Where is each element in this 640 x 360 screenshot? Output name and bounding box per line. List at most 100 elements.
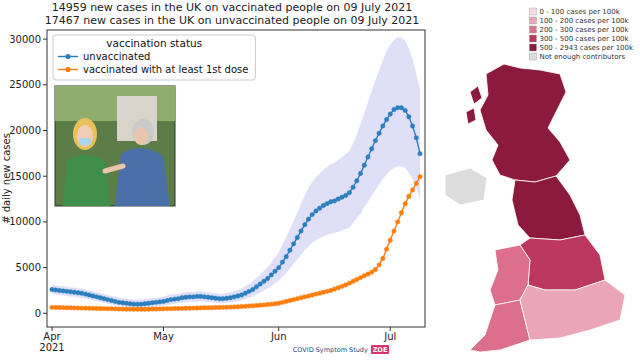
x-tick-label-line: 2021 [39, 342, 64, 353]
series-marker [384, 247, 388, 251]
series-marker [343, 193, 347, 197]
series-marker [358, 171, 362, 175]
title: 14959 new cases in the UK on vaccinated … [52, 1, 413, 14]
series-marker [377, 263, 381, 267]
map-legend-label: 300 - 500 cases per 100k [539, 35, 629, 43]
x-tick-label-line: Apr [43, 331, 61, 342]
series-marker [347, 190, 351, 194]
series-marker [410, 124, 414, 128]
series-marker [418, 174, 422, 178]
series-marker [251, 287, 255, 291]
series-marker [410, 188, 414, 192]
plot-frame [47, 30, 425, 327]
series-marker [403, 108, 407, 112]
series-marker [384, 117, 388, 121]
series-marker [355, 179, 359, 183]
x-tick-label: Jun [270, 331, 287, 342]
series-marker [284, 254, 288, 258]
y-tick [43, 39, 47, 40]
map-south-east [520, 280, 625, 340]
series-marker [388, 238, 392, 242]
series-marker [407, 115, 411, 119]
map-island [470, 86, 482, 104]
series-marker [414, 136, 418, 140]
x-tick-label-line: Jul [383, 331, 396, 342]
y-tick [43, 130, 47, 131]
y-tick [43, 221, 47, 222]
series-marker [310, 212, 314, 216]
series-marker [392, 229, 396, 233]
y-tick-label: 10000 [9, 216, 41, 227]
map-midlands [520, 235, 605, 290]
map-scotland [480, 64, 570, 182]
legend: vaccination status unvaccinated vaccinated… [53, 35, 255, 80]
x-tick-label: Apr2021 [39, 331, 64, 353]
map-legend-swatch [529, 44, 536, 51]
map-legend-swatch [529, 26, 536, 33]
map-south-west [470, 300, 530, 352]
photo-arm [105, 166, 123, 171]
legend-title: vaccination status [106, 37, 202, 49]
legend-marker [65, 67, 70, 72]
series-marker [377, 131, 381, 135]
series-marker [269, 273, 273, 277]
y-tick-label: 25000 [9, 79, 41, 90]
photo-bg [55, 86, 175, 206]
legend-marker [65, 54, 70, 59]
series-marker [373, 138, 377, 142]
series-marker [299, 229, 303, 233]
x-tick-label-line: Jun [270, 331, 287, 342]
photo-hair [73, 118, 97, 150]
series-marker [395, 220, 399, 224]
map-legend-label: Not enough contributors [539, 53, 625, 61]
series-marker [388, 112, 392, 116]
map-legend-swatch [529, 35, 536, 42]
inset-photo [55, 86, 175, 206]
series-marker [366, 155, 370, 159]
series-marker [288, 248, 292, 252]
series-marker [369, 147, 373, 151]
series-marker [418, 151, 422, 155]
y-tick [43, 313, 47, 314]
series-marker [254, 285, 258, 289]
series-marker [399, 211, 403, 215]
figure: 14959 new cases in the UK on vaccinated … [0, 0, 640, 360]
x-tick-label-line: May [153, 331, 174, 342]
photo-face [77, 125, 93, 147]
x-tick-label: Jul [383, 331, 396, 342]
series-marker [414, 181, 418, 185]
series-marker [362, 163, 366, 167]
photo-person-top [63, 155, 110, 207]
series-marker [277, 265, 281, 269]
y-tick-label: 20000 [9, 125, 41, 136]
y-axis-label: # daily new cases [1, 133, 12, 224]
photo-mask [79, 138, 91, 145]
series-marker [265, 276, 269, 280]
y-tick-label: 5000 [16, 262, 41, 273]
series-marker [351, 185, 355, 189]
series-marker [369, 270, 373, 274]
map-legend-label: 100 - 200 cases per 100k [539, 17, 629, 25]
series-marker [381, 124, 385, 128]
series-marker [314, 209, 318, 213]
map-northern-ireland [445, 168, 487, 205]
x-tick-label: May [153, 331, 174, 342]
series-marker [381, 256, 385, 260]
y-tick-label: 15000 [9, 171, 41, 182]
map-island [466, 108, 476, 124]
source-logo-badge-text: ZOE [373, 346, 388, 354]
map-legend-swatch [529, 8, 536, 15]
map-legend-label: 0 - 100 cases per 100k [539, 8, 620, 16]
map [445, 64, 625, 352]
series-marker [403, 201, 407, 205]
series-marker [295, 235, 299, 239]
series-marker [291, 242, 295, 246]
y-tick [43, 176, 47, 177]
legend-label: vaccinated with at least 1st dose [83, 64, 248, 75]
legend-label: unvaccinated [83, 51, 150, 62]
map-legend: 0 - 100 cases per 100k100 - 200 cases pe… [529, 8, 634, 61]
subtitle: 17467 new cases in the UK on unvaccinate… [45, 14, 420, 27]
series-marker [280, 260, 284, 264]
series-marker [303, 222, 307, 226]
y-tick [43, 84, 47, 85]
